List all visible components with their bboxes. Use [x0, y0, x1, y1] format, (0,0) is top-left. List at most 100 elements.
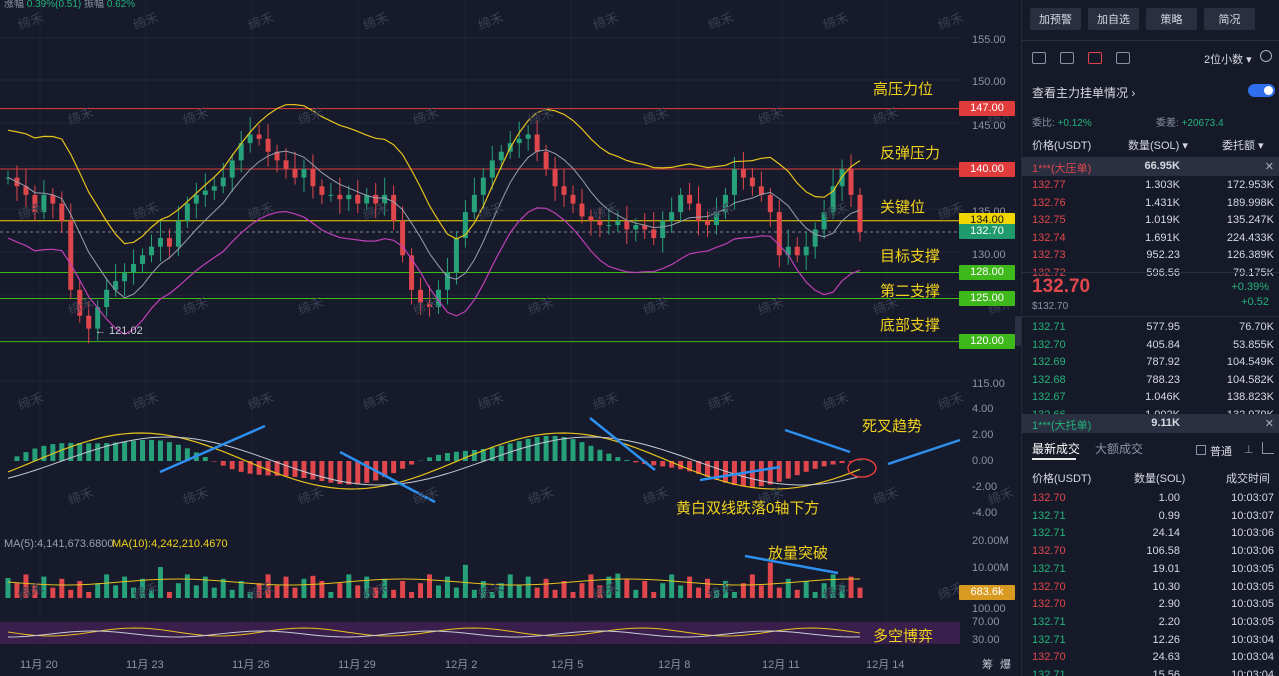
filter-icon[interactable]: ⊥ — [1244, 444, 1254, 456]
bid-row[interactable]: 132.69 787.92 104.549K — [1022, 353, 1279, 371]
volume-bar — [104, 574, 110, 598]
settings-icon[interactable] — [1260, 50, 1272, 62]
boll-upper-line — [7, 103, 861, 245]
macd-bar — [400, 461, 406, 469]
volume-bar — [202, 576, 208, 598]
watermark: 缔禾 — [16, 10, 46, 34]
ask-qty: 1.019K — [1145, 214, 1180, 226]
macd-bar — [175, 444, 181, 461]
date-tick: 12月 8 — [658, 659, 691, 671]
normal-checkbox[interactable] — [1196, 445, 1206, 455]
ask-row[interactable]: 132.77 1.303K 172.953K — [1022, 176, 1279, 194]
volume-bar — [731, 592, 737, 598]
trade-qty: 19.01 — [1152, 562, 1180, 575]
header-amount[interactable]: 委托额 ▾ — [1222, 140, 1264, 152]
volume-bar — [821, 583, 827, 598]
ask-row[interactable]: 132.73 952.23 126.389K — [1022, 246, 1279, 264]
volume-bar — [211, 587, 217, 598]
volume-bar — [41, 576, 47, 598]
trade-qty: 0.99 — [1158, 509, 1180, 522]
trade-row: 132.71 24.14 10:03:06 — [1022, 524, 1279, 542]
level-label: 147.00 — [959, 101, 1015, 117]
candle-body — [615, 220, 621, 226]
candle-body — [41, 194, 47, 213]
macd-bar — [749, 461, 755, 487]
watermark: 缔禾 — [476, 390, 506, 414]
watermark: 缔禾 — [591, 580, 621, 604]
candle-body — [86, 315, 92, 329]
book-asks-icon[interactable] — [1088, 52, 1102, 64]
strategy-button[interactable]: 策略 — [1146, 8, 1197, 30]
trade-row: 132.71 2.20 10:03:05 — [1022, 613, 1279, 631]
tab-latest-trades[interactable]: 最新成交 — [1032, 442, 1081, 456]
bars-icon[interactable] — [1262, 442, 1274, 454]
candle-body — [534, 134, 540, 152]
annotation-key-level: 关键位 — [880, 199, 926, 216]
volume-bar — [310, 575, 316, 598]
bid-row[interactable]: 132.70 405.84 53.855K — [1022, 336, 1279, 354]
annotation-macd-note: 黄白双线跌落0轴下方 — [676, 500, 820, 517]
chips-tool[interactable]: 筹 — [982, 659, 993, 671]
bid-qty: 577.95 — [1146, 321, 1180, 333]
rsi-tick: 30.00 — [972, 634, 1000, 646]
candle-body — [59, 203, 65, 221]
volume-bar — [453, 587, 459, 598]
book-both-icon[interactable] — [1032, 52, 1046, 64]
candle-body — [812, 229, 818, 247]
volume-bar — [184, 574, 190, 598]
watermark: 缔禾 — [821, 200, 851, 224]
book-expand-icon[interactable] — [1116, 52, 1130, 64]
macd-bar — [453, 451, 459, 461]
macd-bar — [32, 448, 38, 461]
annotation-death-cross: 死叉趋势 — [862, 418, 923, 435]
bid-row[interactable]: 132.67 1.046K 138.823K — [1022, 388, 1279, 406]
candle-body — [229, 160, 235, 178]
trade-qty: 2.20 — [1158, 615, 1180, 628]
main-orders-link[interactable]: 查看主力挂单情况 › — [1032, 86, 1136, 100]
price-chart[interactable]: 缔禾 缔禾 缔禾 缔禾 缔禾 缔禾 缔禾 缔禾 缔禾 缔禾 缔禾 缔禾 缔禾 缔禾 缔禾 缔禾 缔禾 缔禾 缔禾 缔禾… — [0, 0, 1018, 676]
header-qty[interactable]: 数量(SOL) ▾ — [1128, 140, 1188, 152]
volume-bar — [758, 585, 764, 598]
add-alert-button[interactable]: 加预警 — [1030, 8, 1081, 30]
volume-bar — [812, 592, 818, 598]
candle-body — [462, 212, 468, 239]
add-watchlist-button[interactable]: 加自选 — [1088, 8, 1139, 30]
trade-price: 132.70 — [1032, 580, 1066, 593]
liquidation-tool[interactable]: 爆 — [1000, 659, 1011, 671]
overview-button[interactable]: 简况 — [1204, 8, 1255, 30]
volume-bar — [498, 583, 504, 598]
volume-tick: 10.00M — [972, 562, 1009, 574]
volume-bar — [86, 592, 92, 598]
macd-bar — [50, 444, 56, 461]
bid-row[interactable]: 132.71 577.95 76.70K — [1022, 318, 1279, 336]
tab-large-trades[interactable]: 大额成交 — [1095, 442, 1144, 456]
volume-bar — [157, 567, 163, 598]
price-change-info: 涨幅 0.39%(0.51) 振幅 0.62% — [4, 0, 136, 10]
watermark: 缔禾 — [936, 10, 966, 34]
ask-row[interactable]: 132.74 1.691K 224.433K — [1022, 229, 1279, 247]
candle-body — [498, 151, 504, 161]
panel-resize-handle[interactable] — [1015, 316, 1021, 346]
ask-row[interactable]: 132.75 1.019K 135.247K — [1022, 211, 1279, 229]
volume-bar — [525, 576, 531, 598]
main-orders-toggle[interactable] — [1248, 84, 1275, 97]
decimal-select[interactable]: 2位小数 ▾ — [1204, 54, 1252, 66]
candle-body — [373, 194, 379, 204]
volume-bar — [328, 592, 334, 598]
macd-bar — [274, 461, 280, 476]
ask-row[interactable]: 132.76 1.431K 189.998K — [1022, 194, 1279, 212]
macd-bar — [14, 456, 20, 461]
macd-bar — [794, 461, 800, 476]
trade-price: 132.70 — [1032, 651, 1066, 664]
book-bids-icon[interactable] — [1060, 52, 1074, 64]
candle-body — [570, 194, 576, 204]
volume-bar — [175, 583, 181, 598]
volume-bar — [543, 578, 549, 598]
candle-body — [794, 246, 800, 256]
trade-row: 132.71 19.01 10:03:05 — [1022, 560, 1279, 578]
volume-bar — [444, 576, 450, 598]
watermark: 缔禾 — [706, 200, 736, 224]
bid-row[interactable]: 132.68 788.23 104.582K — [1022, 371, 1279, 389]
candle-body — [32, 194, 38, 213]
